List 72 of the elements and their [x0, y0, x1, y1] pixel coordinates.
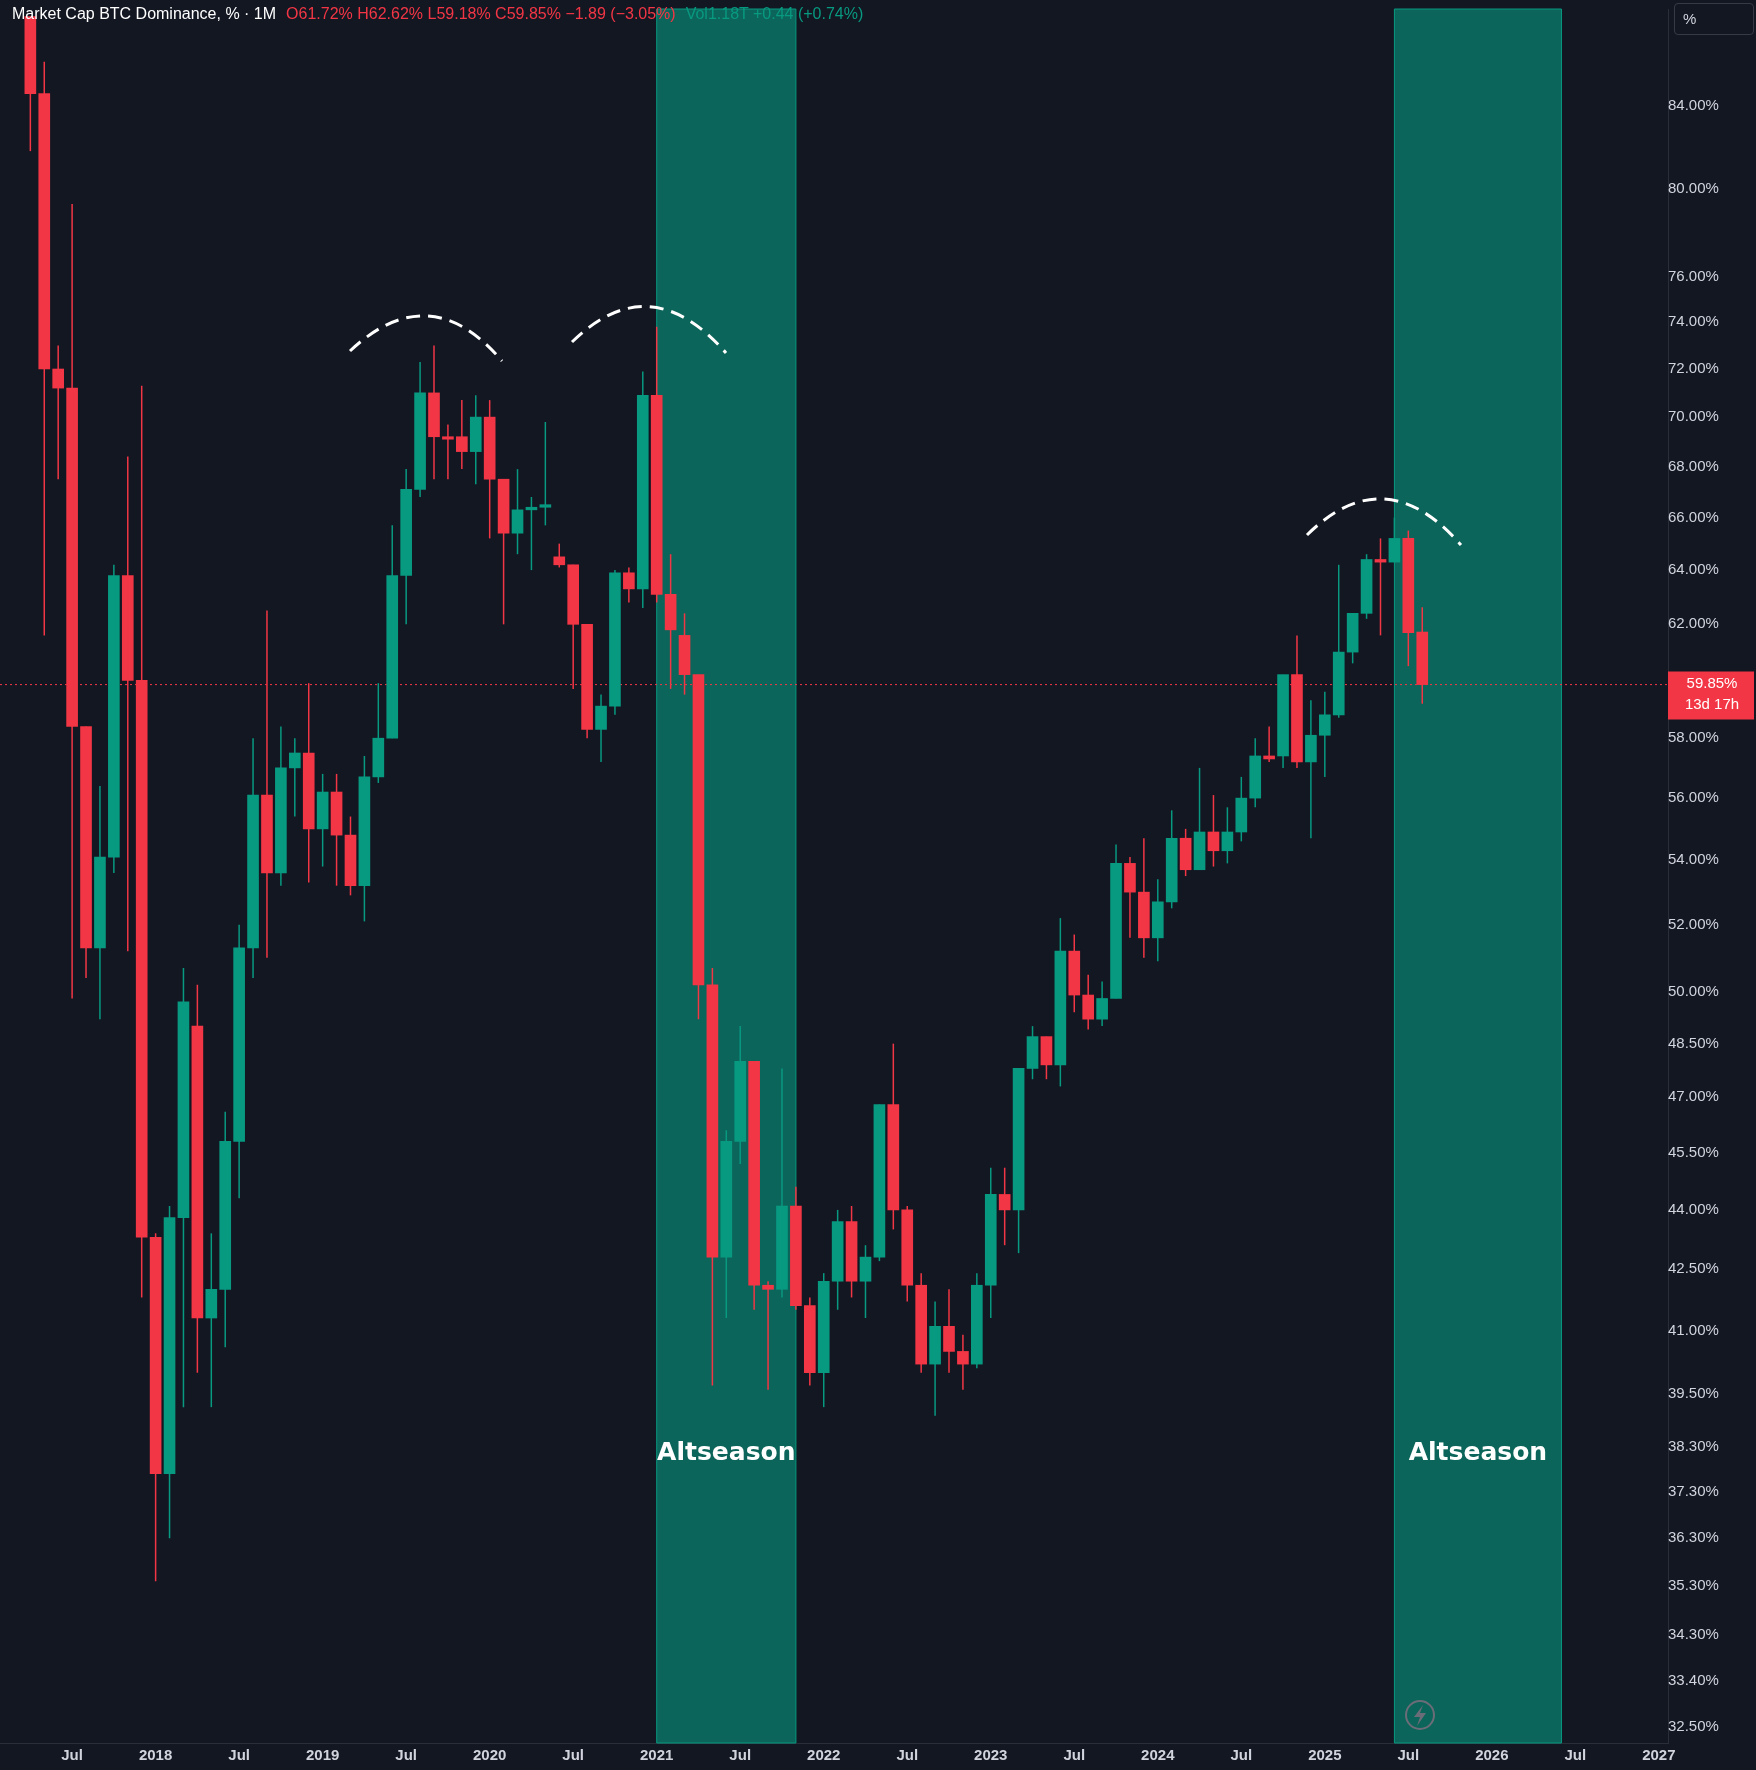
candlestick: [762, 1280, 774, 1391]
y-tick-label: 62.00%: [1668, 614, 1719, 632]
y-tick-label: 34.30%: [1668, 1625, 1719, 1643]
chart-subtitle: O61.72% H62.62% L59.18% C59.85% −1.89 (−3.05%): [286, 5, 676, 22]
candlestick: [511, 468, 524, 555]
y-tick-label: 32.50%: [1668, 1717, 1719, 1735]
x-tick-label: 2026: [1475, 1746, 1509, 1764]
x-tick-label: 2025: [1308, 1746, 1342, 1764]
y-tick-label: 76.00%: [1668, 266, 1719, 284]
y-tick-label: 45.50%: [1668, 1142, 1719, 1160]
y-tick-label: 58.00%: [1668, 728, 1719, 746]
y-tick-label: 39.50%: [1668, 1384, 1719, 1402]
y-tick-label: 33.40%: [1668, 1670, 1719, 1688]
x-tick-label: 2021: [640, 1746, 674, 1764]
y-tick-label: 68.00%: [1668, 456, 1719, 474]
y-tick-label: 56.00%: [1668, 788, 1719, 806]
annotation: Vol1.18T +0.44 (+0.74%): [685, 5, 864, 22]
y-tick-label: 54.00%: [1668, 850, 1719, 868]
y-tick-label: 70.00%: [1668, 407, 1719, 425]
x-tick-label: 2022: [807, 1746, 841, 1764]
x-tick-label: Jul: [1230, 1746, 1253, 1764]
y-tick-label: 38.30%: [1668, 1436, 1719, 1454]
y-tick-label: 84.00%: [1668, 95, 1719, 113]
x-tick-label: Jul: [395, 1746, 418, 1764]
candlestick: [1318, 690, 1331, 778]
candlestick: [623, 566, 635, 604]
y-tick-label: 64.00%: [1668, 560, 1719, 578]
y-tick-label: 35.30%: [1668, 1576, 1719, 1594]
ref-line-label: 59.85% 13d 17h: [1684, 673, 1740, 712]
y-tick-label: 74.00%: [1668, 312, 1719, 330]
y-tick-label: 36.30%: [1668, 1528, 1719, 1546]
annotation: Altseason: [1408, 1436, 1548, 1466]
y-tick-label: 72.00%: [1668, 359, 1719, 377]
x-tick-label: Jul: [1397, 1746, 1420, 1764]
x-tick-label: 2023: [974, 1746, 1008, 1764]
y-tick-label: 41.00%: [1668, 1320, 1719, 1338]
candlestick: [288, 737, 301, 818]
x-tick-label: Jul: [729, 1746, 752, 1764]
y-tick-label: 48.50%: [1668, 1033, 1719, 1051]
x-tick-label: Jul: [1564, 1746, 1587, 1764]
y-tick-label: 52.00%: [1668, 914, 1719, 932]
candlestick: [442, 423, 454, 480]
x-tick-label: Jul: [228, 1746, 250, 1764]
x-tick-label: Jul: [1063, 1746, 1086, 1764]
x-tick-label: 2024: [1141, 1746, 1176, 1764]
y-tick-label: 50.00%: [1668, 981, 1719, 999]
candlestick: [957, 1333, 969, 1391]
candlestick: [1221, 806, 1234, 865]
candlestick: [456, 399, 468, 470]
candlestick: [1207, 794, 1220, 868]
y-tick-label: 80.00%: [1668, 179, 1719, 197]
x-tick-label: 2027: [1642, 1746, 1676, 1764]
annotation: Altseason: [657, 1436, 796, 1466]
x-tick-label: Jul: [61, 1746, 83, 1764]
x-tick-label: 2020: [472, 1746, 507, 1764]
y-tick-label: 37.30%: [1668, 1482, 1719, 1500]
y-tick-label: 42.50%: [1668, 1259, 1719, 1277]
candlestick: [998, 1166, 1011, 1246]
x-tick-label: Jul: [896, 1746, 919, 1764]
x-tick-label: 2019: [305, 1746, 340, 1764]
chart-title: Market Cap BTC Dominance, % · 1M: [12, 5, 277, 22]
x-tick-label: Jul: [562, 1746, 585, 1764]
text: %: [1674, 3, 1754, 35]
y-tick-label: 47.00%: [1668, 1087, 1719, 1105]
candlestick: [52, 344, 65, 480]
y-tick-label: 44.00%: [1668, 1200, 1719, 1218]
candlestick: [595, 693, 607, 763]
x-tick-label: 2018: [138, 1746, 173, 1764]
y-tick-label: 66.00%: [1668, 507, 1719, 525]
candlestick: [553, 542, 566, 569]
candlestick: [539, 421, 552, 527]
candlestick: [1096, 980, 1108, 1027]
